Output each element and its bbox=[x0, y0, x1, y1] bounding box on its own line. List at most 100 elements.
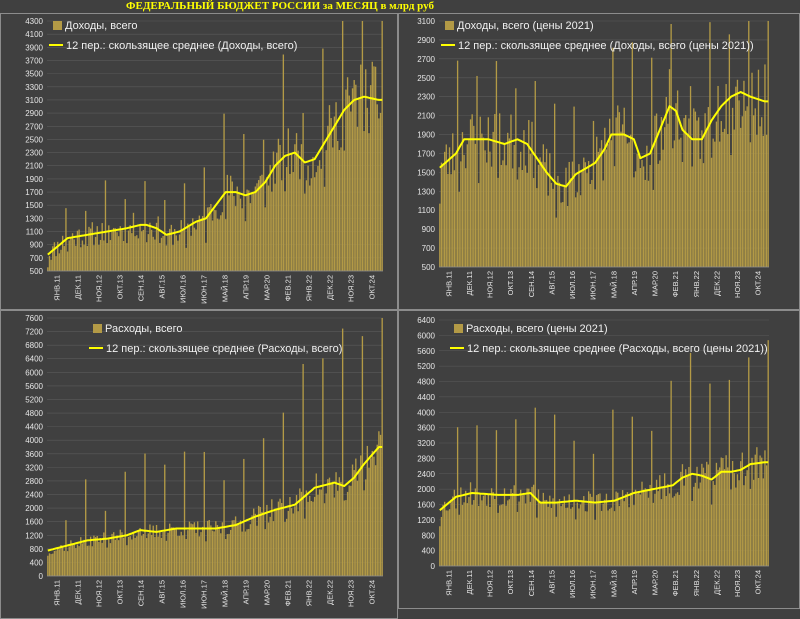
x-tick-label: СЕН.14 bbox=[527, 570, 536, 596]
bar-spending bbox=[121, 532, 123, 576]
bar-revenue-real bbox=[463, 154, 465, 267]
y-tick-label: 2400 bbox=[25, 491, 43, 500]
bar-spending-real bbox=[447, 510, 449, 566]
bar-revenue bbox=[211, 220, 214, 271]
bar-spending-real bbox=[524, 503, 527, 566]
bar-revenue-real bbox=[638, 154, 640, 267]
bar-revenue-real bbox=[651, 57, 653, 267]
bar-revenue-real bbox=[723, 128, 726, 267]
bar-revenue bbox=[285, 167, 288, 271]
bar-revenue-real bbox=[610, 140, 612, 267]
bar-revenue bbox=[361, 21, 364, 271]
bar-revenue bbox=[119, 226, 121, 271]
bar-revenue-real bbox=[699, 158, 701, 267]
bar-revenue bbox=[104, 180, 107, 271]
bar-spending-real bbox=[557, 502, 559, 566]
x-tick-label: АВГ.15 bbox=[158, 275, 167, 299]
bar-spending-real bbox=[754, 454, 756, 566]
bar-spending bbox=[233, 520, 235, 576]
bar-spending-real bbox=[636, 493, 638, 566]
bar-spending bbox=[345, 500, 347, 576]
bar-revenue-real bbox=[630, 134, 632, 267]
bar-revenue-real bbox=[741, 116, 743, 267]
bar-spending bbox=[317, 494, 319, 576]
y-tick-label: 4800 bbox=[417, 378, 435, 387]
bar-revenue bbox=[131, 233, 133, 271]
bar-revenue bbox=[78, 229, 80, 271]
bar-revenue bbox=[141, 231, 143, 271]
bar-revenue-real bbox=[756, 134, 758, 267]
x-tick-label: ДЕК.11 bbox=[465, 570, 474, 594]
bar-revenue bbox=[183, 183, 186, 271]
bar-spending bbox=[145, 538, 148, 576]
bar-spending-real bbox=[746, 470, 748, 566]
bar-spending-real bbox=[500, 504, 502, 566]
moving-average-line-spending bbox=[47, 446, 383, 552]
bar-revenue bbox=[144, 181, 146, 271]
bar-revenue bbox=[71, 233, 74, 271]
bar-spending bbox=[323, 503, 326, 576]
chart-panel-revenue-real: 500 700 900 1100 1300 1500 1700 1900 2100 2300 250… bbox=[398, 13, 800, 310]
bar-spending-real bbox=[563, 496, 566, 566]
bar-spending bbox=[183, 451, 186, 576]
y-tick-label: 1100 bbox=[418, 206, 436, 215]
bar-spending-real bbox=[733, 473, 735, 566]
y-tick-label: 6400 bbox=[417, 316, 435, 325]
bar-revenue bbox=[320, 168, 322, 271]
y-tick-label: 2000 bbox=[417, 485, 435, 494]
bar-spending-real bbox=[592, 453, 595, 566]
bar-revenue-real bbox=[621, 124, 624, 268]
bar-revenue-real bbox=[639, 168, 642, 267]
bar-spending bbox=[136, 536, 138, 576]
bar-revenue bbox=[267, 185, 270, 271]
bar-spending bbox=[274, 508, 276, 576]
bar-spending bbox=[276, 510, 278, 576]
bar-revenue bbox=[379, 112, 382, 271]
y-tick-label: 2700 bbox=[417, 55, 435, 64]
bar-revenue bbox=[318, 160, 321, 271]
bar-revenue bbox=[76, 230, 79, 271]
bar-revenue bbox=[117, 236, 120, 271]
bar-spending-real bbox=[526, 488, 528, 566]
bar-revenue-real bbox=[767, 21, 769, 267]
bar-spending bbox=[99, 538, 102, 576]
bar-revenue bbox=[137, 238, 140, 271]
x-tick-label: МАЙ.18 bbox=[609, 570, 618, 597]
bar-spending-real bbox=[570, 508, 572, 566]
y-tick-label: 1900 bbox=[25, 175, 43, 184]
bar-revenue bbox=[155, 222, 158, 271]
bar-revenue-real bbox=[439, 203, 441, 267]
bar-revenue-real bbox=[609, 118, 611, 267]
bar-spending bbox=[363, 490, 365, 576]
bar-spending bbox=[106, 547, 108, 576]
bar-spending bbox=[190, 523, 192, 576]
bar-revenue bbox=[234, 206, 237, 271]
bar-revenue bbox=[177, 240, 179, 271]
bar-revenue-real bbox=[748, 21, 750, 267]
x-tick-label: ОКТ.13 bbox=[116, 580, 125, 604]
bar-revenue-real bbox=[701, 130, 703, 267]
bar-revenue bbox=[274, 183, 276, 271]
bar-revenue-real bbox=[479, 116, 481, 267]
x-tick-label: ЯНВ.11 bbox=[444, 570, 453, 596]
bar-spending bbox=[182, 535, 184, 576]
x-tick-label: МАР.20 bbox=[651, 570, 660, 595]
bar-spending-real bbox=[476, 425, 478, 566]
bar-revenue bbox=[300, 144, 303, 271]
bar-spending-real bbox=[481, 500, 483, 566]
x-tick-label: ДЕК.11 bbox=[74, 580, 83, 604]
bar-revenue-real bbox=[727, 134, 729, 267]
bar-revenue bbox=[220, 215, 222, 271]
bar-spending bbox=[172, 527, 174, 576]
bar-spending-real bbox=[599, 493, 601, 566]
bar-revenue-real bbox=[460, 161, 462, 267]
x-tick-label: АПР.19 bbox=[630, 271, 639, 295]
bar-spending-real bbox=[613, 511, 616, 566]
bar-revenue-real bbox=[764, 64, 766, 267]
bar-revenue-real bbox=[444, 151, 446, 267]
bar-revenue bbox=[201, 216, 204, 271]
y-tick-label: 6800 bbox=[25, 341, 43, 350]
bar-spending bbox=[175, 528, 177, 576]
bar-spending-real bbox=[550, 507, 553, 566]
bar-revenue bbox=[170, 224, 173, 271]
